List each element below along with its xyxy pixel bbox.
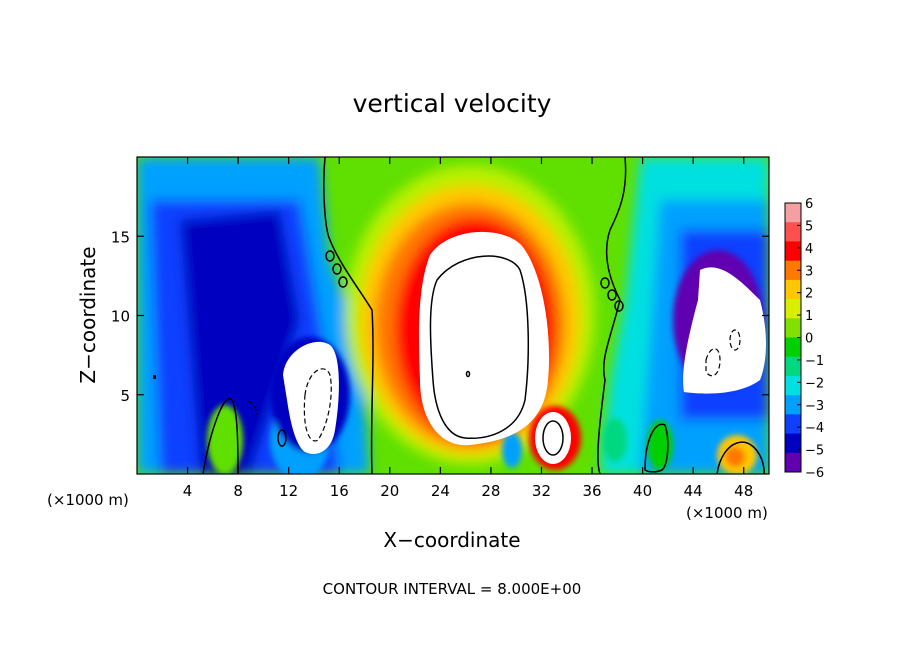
colorbar-swatch — [785, 203, 801, 223]
x-tick-label: 28 — [481, 482, 500, 500]
colorbar-swatch — [785, 356, 801, 377]
negative-contours — [247, 329, 741, 442]
colorbar: 6 5 4 3 2 1 0 −1 −2 −3 −4 −5 −6 — [784, 197, 824, 481]
colorbar-label: 3 — [805, 264, 813, 279]
plot-area — [137, 157, 769, 474]
colorbar-label: −5 — [805, 444, 824, 459]
colorbar-swatch — [785, 452, 801, 473]
colorbar-swatch — [785, 318, 801, 338]
colorbar-label: 0 — [805, 332, 813, 347]
colorbar-label: 4 — [805, 242, 813, 257]
colorbar-label: −1 — [805, 354, 824, 369]
colorbar-label: 2 — [805, 287, 813, 302]
x-tick-label: 44 — [684, 482, 703, 500]
y-tick-label: 5 — [120, 387, 130, 405]
colorbar-label: −6 — [805, 466, 824, 481]
y-axis-ticks: 5 10 15 — [111, 228, 769, 405]
x-tick-label: 40 — [633, 482, 652, 500]
colorbar-label: 6 — [805, 197, 813, 212]
colorbar-label: 5 — [805, 219, 813, 234]
x-tick-label: 32 — [532, 482, 551, 500]
x-tick-label: 36 — [582, 482, 601, 500]
colorbar-swatch — [785, 241, 801, 262]
right-downdraft-saturated-region — [683, 267, 766, 394]
x-unit-left: (×1000 m) — [47, 491, 129, 509]
colorbar-label: 1 — [805, 309, 813, 324]
colorbar-swatch — [785, 299, 801, 319]
x-axis-label: X−coordinate — [383, 528, 520, 552]
colorbar-swatch — [785, 414, 801, 435]
colorbar-swatch — [785, 337, 801, 358]
chart-title: vertical velocity — [353, 89, 552, 118]
colorbar-label: −3 — [805, 399, 824, 414]
colorbar-label: −2 — [805, 376, 824, 391]
secondary-saturated-region — [535, 412, 571, 464]
colorbar-label: −4 — [805, 421, 824, 436]
contour-interval-note: CONTOUR INTERVAL = 8.000E+00 — [323, 580, 582, 598]
colorbar-swatch — [785, 279, 801, 300]
x-tick-label: 48 — [734, 482, 753, 500]
y-axis-label: Z−coordinate — [76, 246, 100, 383]
x-axis-ticks: 4 8 12 16 20 24 28 32 36 40 44 48 — [183, 157, 753, 500]
x-tick-label: 20 — [380, 482, 399, 500]
x-tick-label: 24 — [431, 482, 450, 500]
colorbar-swatch — [785, 260, 801, 281]
x-unit-right: (×1000 m) — [686, 504, 768, 522]
x-tick-label: 4 — [183, 482, 193, 500]
zero-contours — [202, 157, 765, 474]
x-tick-label: 8 — [233, 482, 243, 500]
x-tick-label: 16 — [330, 482, 349, 500]
colorbar-swatch — [785, 375, 801, 396]
y-tick-label: 10 — [111, 308, 130, 326]
updraft-saturated-region — [419, 231, 550, 446]
y-tick-label: 15 — [111, 228, 130, 246]
x-tick-label: 12 — [279, 482, 298, 500]
colorbar-swatch — [785, 395, 801, 415]
colorbar-swatch — [785, 433, 801, 454]
colorbar-swatch — [785, 222, 801, 242]
